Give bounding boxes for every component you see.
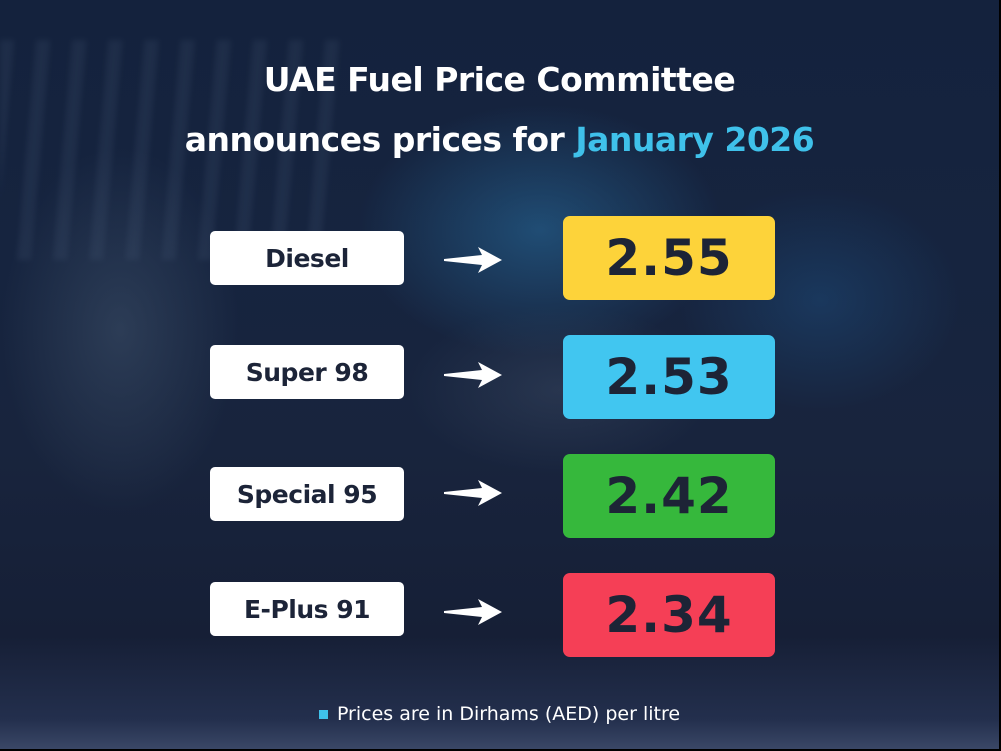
arrow-right-icon bbox=[444, 362, 502, 388]
headline-line-2: announces prices for January 2026 bbox=[0, 120, 999, 159]
headline-month: January 2026 bbox=[575, 120, 815, 159]
headline-line-1: UAE Fuel Price Committee bbox=[263, 60, 736, 99]
arrow-right-icon bbox=[444, 480, 502, 506]
footer-note-text: Prices are in Dirhams (AED) per litre bbox=[336, 703, 681, 725]
background-fuel-pump-photo bbox=[0, 40, 340, 260]
price-box-e-plus-91: 2.34 bbox=[563, 573, 775, 657]
square-bullet-icon bbox=[318, 709, 328, 719]
fuel-label-e-plus-91: E-Plus 91 bbox=[210, 582, 404, 636]
arrow-right-icon bbox=[444, 247, 502, 273]
price-box-special-95: 2.42 bbox=[563, 454, 775, 538]
fuel-label-super-98: Super 98 bbox=[210, 345, 404, 399]
fuel-label-special-95: Special 95 bbox=[210, 467, 404, 521]
footer-note: Prices are in Dirhams (AED) per litre bbox=[0, 703, 999, 725]
arrow-right-icon bbox=[444, 599, 502, 625]
headline-prefix: announces prices for bbox=[184, 120, 576, 159]
price-box-super-98: 2.53 bbox=[563, 335, 775, 419]
fuel-label-diesel: Diesel bbox=[210, 231, 404, 285]
price-box-diesel: 2.55 bbox=[563, 216, 775, 300]
